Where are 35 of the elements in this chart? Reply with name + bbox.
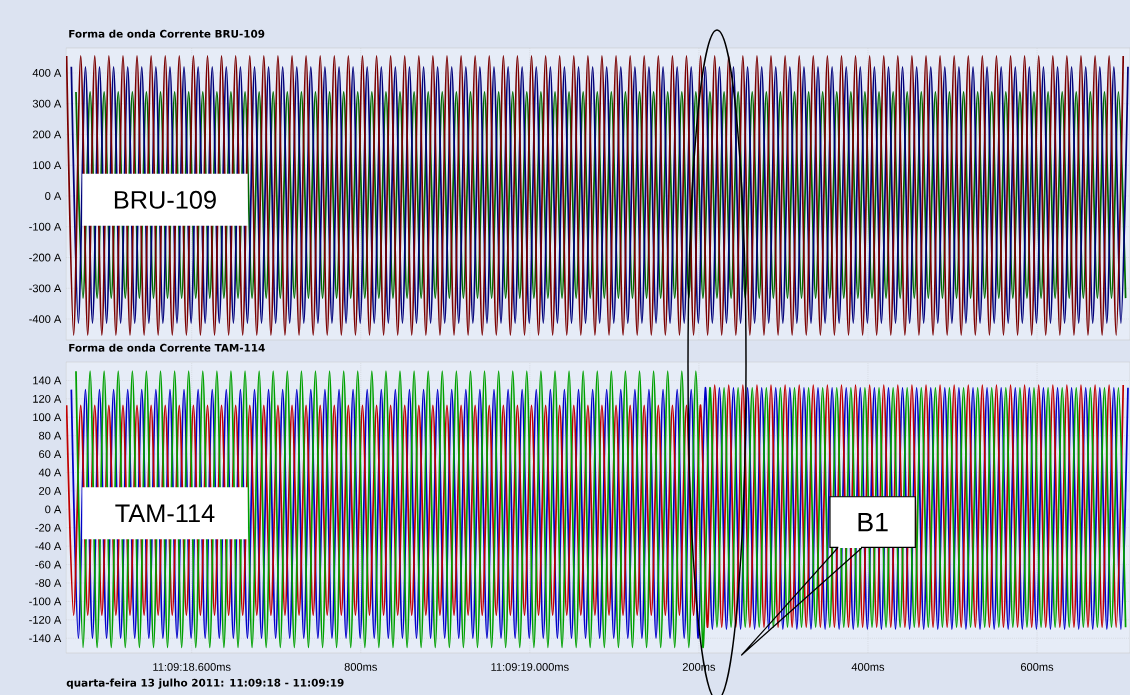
annotation: TAM-114 xyxy=(115,504,215,523)
y-tick-label: 40 A xyxy=(38,468,62,477)
y-tick-label: 100 A xyxy=(33,413,62,422)
annotation: BRU-109 xyxy=(114,190,216,209)
chart-title: Forma de onda Corrente BRU-109 xyxy=(69,29,265,38)
y-tick-label: -20 A xyxy=(35,523,62,532)
y-tick-label: 100 A xyxy=(33,161,62,170)
x-tick-label: 800ms xyxy=(344,663,377,671)
x-tick-label: 400ms xyxy=(851,663,885,671)
chart-title: Forma de onda Corrente TAM-114 xyxy=(69,343,265,352)
y-tick-label: -300 A xyxy=(29,284,62,293)
annotation: B1 xyxy=(858,512,888,532)
y-tick-label: -140 A xyxy=(29,634,62,643)
y-tick-label: -100 A xyxy=(29,222,62,231)
x-axis-title: quarta-feira 13 julho 2011: 11:09:18 - 11:09:19 xyxy=(66,678,344,689)
x-tick-label: 11:09:18.600ms xyxy=(153,663,231,671)
y-tick-label: -100 A xyxy=(29,597,62,606)
x-tick-label: 600ms xyxy=(1020,663,1054,671)
y-tick-label: 0 A xyxy=(45,505,62,514)
y-tick-label: -400 A xyxy=(29,315,62,323)
y-tick-label: 80 A xyxy=(39,431,62,440)
y-tick-label: 20 A xyxy=(39,487,62,495)
y-tick-label: 60 A xyxy=(39,450,62,458)
y-tick-label: -200 A xyxy=(29,253,62,262)
x-tick-label: 11:09:19.000ms xyxy=(491,663,569,671)
y-tick-label: -60 A xyxy=(35,560,62,569)
y-tick-label: 300 A xyxy=(32,99,62,108)
y-tick-label: -40 A xyxy=(35,542,62,551)
y-tick-label: 200 A xyxy=(32,130,62,139)
y-tick-label: -80 A xyxy=(35,579,62,587)
y-tick-label: 120 A xyxy=(33,394,62,403)
y-tick-label: 400 A xyxy=(32,69,62,77)
y-tick-label: 0 A xyxy=(45,192,62,200)
y-tick-label: -120 A xyxy=(29,615,62,624)
y-tick-label: 140 A xyxy=(33,376,62,385)
